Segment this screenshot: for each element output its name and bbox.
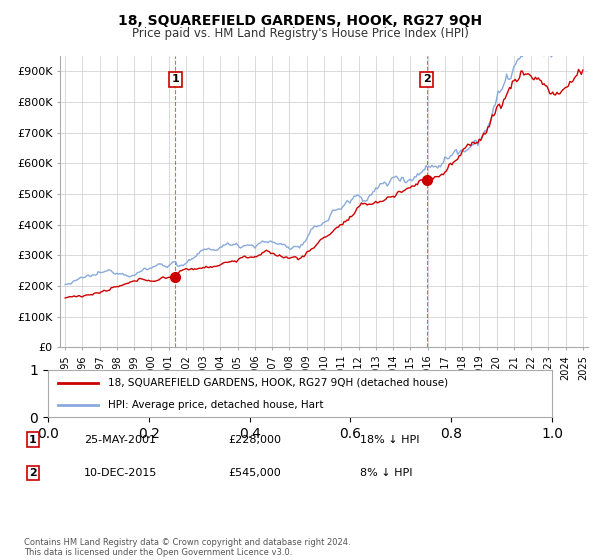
Text: 8% ↓ HPI: 8% ↓ HPI xyxy=(360,468,413,478)
Text: £228,000: £228,000 xyxy=(228,435,281,445)
Text: Contains HM Land Registry data © Crown copyright and database right 2024.
This d: Contains HM Land Registry data © Crown c… xyxy=(24,538,350,557)
Text: 18, SQUAREFIELD GARDENS, HOOK, RG27 9QH: 18, SQUAREFIELD GARDENS, HOOK, RG27 9QH xyxy=(118,14,482,28)
Text: 25-MAY-2001: 25-MAY-2001 xyxy=(84,435,156,445)
Text: 1: 1 xyxy=(172,74,179,85)
Text: 2: 2 xyxy=(29,468,37,478)
Text: Price paid vs. HM Land Registry's House Price Index (HPI): Price paid vs. HM Land Registry's House … xyxy=(131,27,469,40)
Text: HPI: Average price, detached house, Hart: HPI: Average price, detached house, Hart xyxy=(109,400,324,410)
Text: 18% ↓ HPI: 18% ↓ HPI xyxy=(360,435,419,445)
Text: 1: 1 xyxy=(29,435,37,445)
Text: £545,000: £545,000 xyxy=(228,468,281,478)
Text: 10-DEC-2015: 10-DEC-2015 xyxy=(84,468,157,478)
Text: 18, SQUAREFIELD GARDENS, HOOK, RG27 9QH (detached house): 18, SQUAREFIELD GARDENS, HOOK, RG27 9QH … xyxy=(109,378,449,388)
Text: 2: 2 xyxy=(423,74,431,85)
